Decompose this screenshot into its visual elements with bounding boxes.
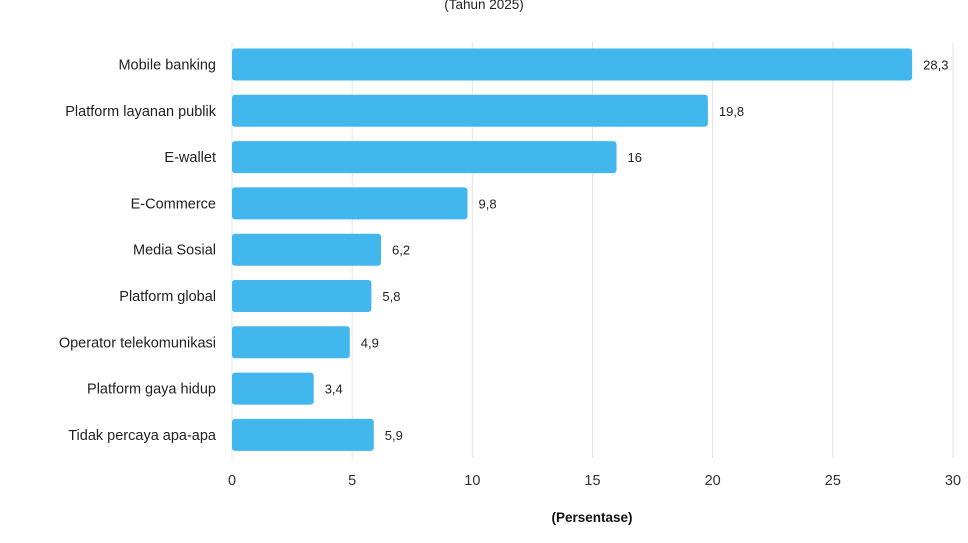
bar [232,418,374,451]
bar [232,233,382,266]
value-label: 19,8 [719,104,744,119]
category-labels: Mobile banking Platform layanan publik E-w… [59,58,217,444]
category-label: Tidak percaya apa-apa [68,428,217,444]
value-label: 28,3 [923,58,948,73]
bar [232,94,708,127]
category-label: Media Sosial [133,243,216,259]
category-label: Mobile banking [118,58,216,74]
value-label: 5,9 [385,428,403,443]
value-label: 16 [628,150,642,165]
bar [232,141,617,174]
category-label: E-Commerce [131,196,216,212]
bar [232,187,468,220]
category-label: Platform gaya hidup [87,382,216,398]
x-tick-label: 25 [825,473,841,489]
value-label: 3,4 [325,382,343,397]
x-tick-label: 0 [228,473,236,489]
chart-subtitle: (Tahun 2025) [444,0,524,12]
x-tick-label: 5 [348,473,356,489]
value-label: 6,2 [392,243,410,258]
value-labels: 28,3 19,8 16 9,8 6,2 5,8 4,9 3,4 5,9 [325,58,949,443]
x-tick-label: 10 [464,473,480,489]
bar [232,280,372,312]
value-label: 5,8 [382,289,400,304]
bar [232,372,314,405]
x-tick-label: 30 [945,473,961,489]
category-label: Platform layanan publik [65,104,216,120]
x-axis-title: (Persentase) [551,510,632,525]
x-axis-ticks: 0 5 10 15 20 25 30 [228,473,961,489]
x-tick-label: 15 [584,473,600,489]
category-label: Operator telekomunikasi [59,335,216,351]
value-label: 4,9 [361,335,379,350]
bar [232,326,350,359]
x-tick-label: 20 [705,473,721,489]
value-label: 9,8 [479,196,497,211]
bar [232,48,913,81]
category-label: E-wallet [164,150,216,166]
bars [232,48,913,451]
category-label: Platform global [119,289,216,305]
